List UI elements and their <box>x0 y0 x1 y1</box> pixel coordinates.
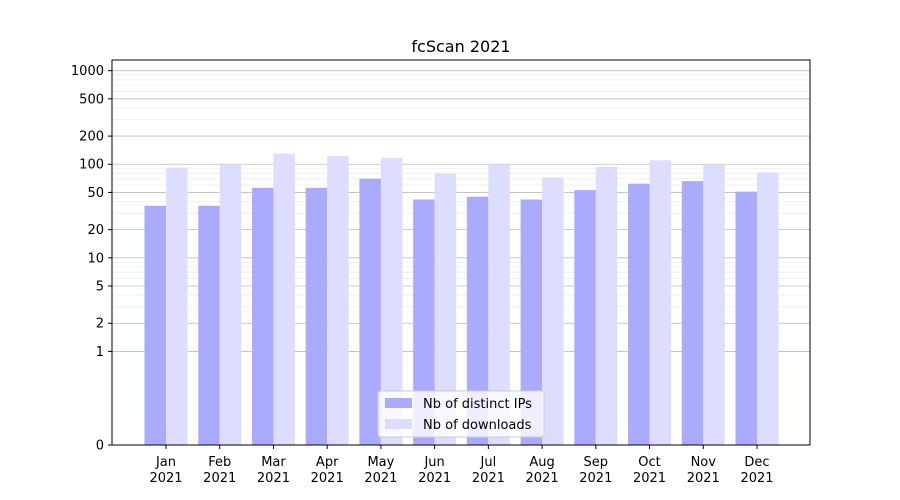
y-tick-label: 0 <box>96 439 104 454</box>
plot-frame <box>111 59 811 446</box>
bar-downloads <box>166 167 188 445</box>
y-tick-label: 2 <box>96 317 104 332</box>
x-tick-label: Apr 2021 <box>311 455 344 486</box>
y-tick-label: 100 <box>79 158 104 173</box>
bar-distinct-ips <box>574 190 596 445</box>
y-tick-label: 1 <box>96 345 104 360</box>
y-axis: 0 1 2 5 10 20 50 100 200 500 1000 <box>71 64 112 454</box>
bar-downloads <box>488 165 510 445</box>
x-tick-label: Jul 2021 <box>472 455 505 486</box>
bar-downloads <box>273 153 295 446</box>
y-tick-label: 1000 <box>71 64 104 79</box>
bar-downloads <box>219 165 242 445</box>
bar-distinct-ips <box>681 181 704 445</box>
bar-distinct-ips <box>735 191 757 445</box>
bar-downloads <box>757 172 779 446</box>
legend-swatch-distinct-ips <box>385 398 412 408</box>
y-tick-label: 10 <box>87 251 104 266</box>
bar-distinct-ips <box>251 187 274 445</box>
bar-downloads <box>327 156 349 445</box>
bar-downloads <box>380 157 403 446</box>
y-tick-label: 5 <box>96 280 104 295</box>
x-tick-label: Feb 2021 <box>203 455 236 486</box>
x-tick-label: Nov 2021 <box>687 455 720 486</box>
legend-label-distinct-ips: Nb of distinct IPs <box>423 397 532 412</box>
bar-distinct-ips <box>520 199 543 445</box>
bar-downloads <box>649 160 672 445</box>
x-tick-label: Jan 2021 <box>149 455 182 486</box>
bar-downloads <box>434 173 457 445</box>
bar-distinct-ips <box>466 196 489 445</box>
y-tick-label: 500 <box>79 92 104 107</box>
bar-distinct-ips <box>413 199 435 445</box>
bar-downloads <box>703 165 725 445</box>
x-tick-label: Jun 2021 <box>418 455 451 486</box>
bar-downloads <box>595 166 618 446</box>
legend-swatch-downloads <box>385 419 412 429</box>
x-tick-label: Mar 2021 <box>257 455 290 486</box>
bars <box>144 153 779 446</box>
x-tick-label: Sep 2021 <box>579 455 612 486</box>
legend-box <box>377 390 545 438</box>
bar-distinct-ips <box>198 205 220 445</box>
bar-distinct-ips <box>144 205 166 445</box>
y-tick-label: 200 <box>79 130 104 145</box>
legend: Nb of distinct IPs Nb of downloads <box>377 390 545 438</box>
bar-distinct-ips <box>305 187 328 445</box>
y-tick-label: 50 <box>87 186 104 201</box>
y-tick-label: 20 <box>87 223 104 238</box>
legend-label-downloads: Nb of downloads <box>423 418 532 433</box>
x-tick-label: Dec 2021 <box>740 455 773 486</box>
x-axis: Jan 2021 Feb 2021 Mar 2021 Apr 2021 May 2021 Jun 20… <box>149 445 774 486</box>
bar-distinct-ips <box>628 183 650 445</box>
x-tick-label: Oct 2021 <box>633 455 666 486</box>
x-tick-label: May 2021 <box>364 455 397 486</box>
x-tick-label: Aug 2021 <box>526 455 559 486</box>
chart-title: fcScan 2021 <box>411 37 510 56</box>
bar-downloads <box>542 177 564 446</box>
bar-distinct-ips <box>359 178 381 446</box>
